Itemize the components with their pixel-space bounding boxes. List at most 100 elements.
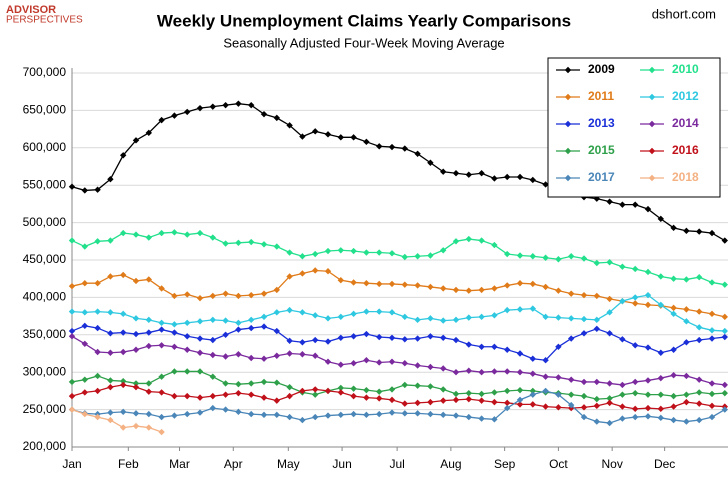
point (235, 380, 242, 388)
point (286, 383, 293, 391)
point (209, 351, 216, 359)
point (132, 231, 140, 238)
point (248, 324, 255, 332)
point (580, 291, 588, 299)
point (222, 317, 229, 324)
point (107, 309, 114, 316)
x-tick-label: Apr (224, 457, 243, 471)
point (606, 198, 613, 205)
point (564, 93, 572, 101)
point (363, 386, 370, 394)
point (465, 341, 472, 348)
point (171, 392, 178, 400)
legend-label: 2013 (588, 116, 615, 130)
point (491, 368, 498, 375)
point (644, 291, 652, 299)
point (248, 410, 255, 418)
point (107, 349, 114, 356)
point (158, 342, 165, 349)
point (184, 346, 191, 353)
point (388, 396, 396, 404)
point (196, 294, 204, 302)
point (619, 415, 626, 422)
point (619, 263, 626, 270)
point (401, 145, 408, 152)
point (440, 365, 447, 372)
point (644, 344, 652, 351)
legend-label: 2009 (588, 62, 615, 76)
point (657, 391, 664, 398)
point (171, 321, 178, 328)
series-line (71, 325, 725, 361)
point (158, 428, 165, 436)
legend-label: 2015 (588, 143, 615, 157)
point (606, 380, 613, 387)
point (478, 397, 485, 404)
y-tick-label: 650,000 (23, 103, 67, 117)
point (299, 253, 306, 260)
point (337, 247, 344, 254)
point (683, 339, 690, 346)
point (388, 143, 396, 151)
point (721, 281, 728, 288)
y-tick-label: 250,000 (23, 402, 67, 416)
point (299, 133, 306, 140)
point (132, 277, 140, 285)
point (132, 383, 140, 391)
series (68, 229, 728, 288)
point (401, 281, 408, 288)
point (350, 410, 357, 418)
point (440, 168, 447, 175)
point (542, 181, 549, 188)
point (222, 240, 229, 247)
point (670, 416, 677, 424)
point (568, 376, 575, 383)
point (593, 402, 600, 410)
point (120, 381, 127, 389)
point (683, 372, 690, 380)
point (516, 279, 524, 287)
point (619, 201, 626, 208)
point (401, 313, 408, 321)
point (363, 138, 370, 146)
point (440, 411, 447, 419)
point (644, 404, 652, 412)
series-line (71, 103, 726, 242)
point (120, 408, 127, 416)
point (132, 422, 140, 430)
point (491, 175, 498, 182)
point (107, 273, 114, 280)
point (158, 116, 165, 124)
x-tick-label: Nov (601, 457, 622, 471)
point (350, 134, 357, 141)
point (644, 268, 652, 276)
point (94, 387, 101, 395)
point (158, 373, 165, 380)
point (260, 290, 268, 297)
point (312, 391, 319, 398)
series (68, 368, 728, 403)
point (363, 249, 370, 256)
point (491, 285, 498, 292)
x-tick-label: May (277, 457, 300, 471)
point (94, 348, 101, 356)
point (286, 337, 293, 344)
point (209, 392, 216, 400)
point (648, 93, 656, 101)
point (388, 358, 396, 365)
point (465, 389, 472, 397)
point (68, 308, 76, 315)
point (376, 395, 383, 402)
point (286, 122, 293, 129)
point (350, 247, 357, 255)
point (564, 120, 572, 128)
point (721, 406, 728, 413)
point (286, 350, 293, 357)
point (440, 397, 447, 404)
point (248, 291, 255, 299)
point (299, 339, 306, 346)
point (401, 336, 408, 343)
point (222, 101, 229, 109)
point (593, 418, 600, 425)
point (107, 409, 114, 416)
